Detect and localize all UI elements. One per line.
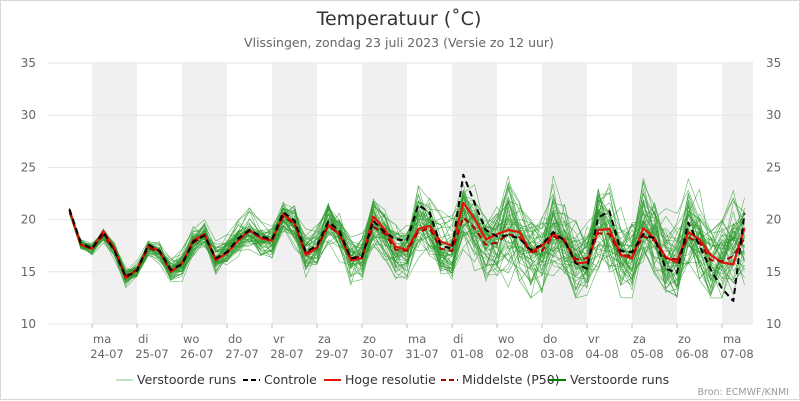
- x-tick-day-10: do: [543, 332, 557, 346]
- y-tick-left-0: 35: [21, 56, 36, 70]
- y-tick-left-5: 10: [21, 317, 36, 331]
- ensemble-run-40: [69, 182, 745, 299]
- y-tick-right-1: 30: [766, 108, 781, 122]
- x-tick-day-14: ma: [723, 332, 741, 346]
- day-band-2: [182, 63, 227, 324]
- series-line-0: [68, 173, 746, 302]
- y-tick-right-3: 20: [766, 213, 781, 227]
- x-tick-day-5: za: [318, 332, 331, 346]
- x-tick-date-4: 28-07: [270, 347, 303, 361]
- x-tick-date-3: 27-07: [225, 347, 258, 361]
- x-tick-date-6: 30-07: [360, 347, 393, 361]
- x-axis: ma24-07di25-07wo26-07do27-07vr28-07za29-…: [90, 324, 754, 361]
- x-tick-date-0: 24-07: [90, 347, 123, 361]
- x-tick-date-14: 07-08: [720, 347, 753, 361]
- x-tick-date-7: 31-07: [405, 347, 438, 361]
- x-tick-day-7: ma: [408, 332, 426, 346]
- y-tick-left-2: 25: [21, 160, 36, 174]
- x-tick-date-1: 25-07: [135, 347, 168, 361]
- ensemble-run-44: [69, 207, 745, 290]
- weekday-bands: [92, 63, 753, 324]
- grid-lines: [48, 62, 753, 325]
- y-tick-left-1: 30: [21, 108, 36, 122]
- y-tick-right-5: 10: [766, 317, 781, 331]
- legend-label-2: Hoge resolutie: [345, 372, 436, 387]
- x-tick-day-4: vr: [273, 332, 285, 346]
- x-tick-day-0: ma: [93, 332, 111, 346]
- y-tick-right-2: 25: [766, 160, 781, 174]
- main-series: [68, 173, 746, 302]
- ensemble-run-49: [69, 200, 745, 299]
- y-tick-left-3: 20: [21, 213, 36, 227]
- legend-label-1: Controle: [264, 372, 317, 387]
- ensemble-run-38: [69, 193, 745, 297]
- day-band-6: [362, 63, 407, 324]
- day-band-14: [722, 63, 753, 324]
- x-tick-day-2: wo: [183, 332, 199, 346]
- x-tick-day-13: zo: [678, 332, 691, 346]
- x-tick-date-9: 02-08: [495, 347, 528, 361]
- ensemble-run-36: [69, 187, 745, 292]
- legend-label-0: Verstoorde runs: [137, 372, 236, 387]
- x-tick-day-9: wo: [498, 332, 514, 346]
- day-band-4: [272, 63, 317, 324]
- y-axis-right: 35 30 25 20 15 10: [766, 56, 781, 331]
- legend-label-4: Verstoorde runs: [570, 372, 669, 387]
- y-axis-left: 35 30 25 20 15 10: [21, 56, 36, 331]
- x-tick-date-13: 06-08: [675, 347, 708, 361]
- ensemble-run-48: [69, 189, 745, 282]
- x-tick-date-5: 29-07: [315, 347, 348, 361]
- source-note: Bron: ECMWF/KNMI: [698, 387, 790, 398]
- legend: Verstoorde runs Controle Hoge resolutie Mid…: [116, 372, 669, 387]
- ensemble-run-13: [69, 187, 745, 280]
- x-tick-day-6: zo: [363, 332, 376, 346]
- x-tick-day-11: vr: [588, 332, 600, 346]
- x-tick-date-2: 26-07: [180, 347, 213, 361]
- x-tick-day-12: za: [633, 332, 646, 346]
- y-tick-left-4: 15: [21, 265, 36, 279]
- day-band-12: [632, 63, 677, 324]
- x-tick-day-3: do: [228, 332, 242, 346]
- chart-subtitle: Vlissingen, zondag 23 juli 2023 (Versie …: [244, 35, 554, 50]
- x-tick-date-8: 01-08: [450, 347, 483, 361]
- y-tick-right-0: 35: [766, 56, 781, 70]
- x-tick-date-12: 05-08: [630, 347, 663, 361]
- y-tick-right-4: 15: [766, 265, 781, 279]
- x-tick-day-1: di: [138, 332, 149, 346]
- series-line-2: [68, 210, 746, 277]
- x-tick-day-8: di: [453, 332, 464, 346]
- x-tick-date-11: 04-08: [585, 347, 618, 361]
- legend-label-3: Middelste (P50): [462, 372, 560, 387]
- day-band-0: [92, 63, 137, 324]
- chart-title: Temperatuur (˚C): [316, 8, 482, 30]
- day-band-8: [452, 63, 497, 324]
- x-tick-date-10: 03-08: [540, 347, 573, 361]
